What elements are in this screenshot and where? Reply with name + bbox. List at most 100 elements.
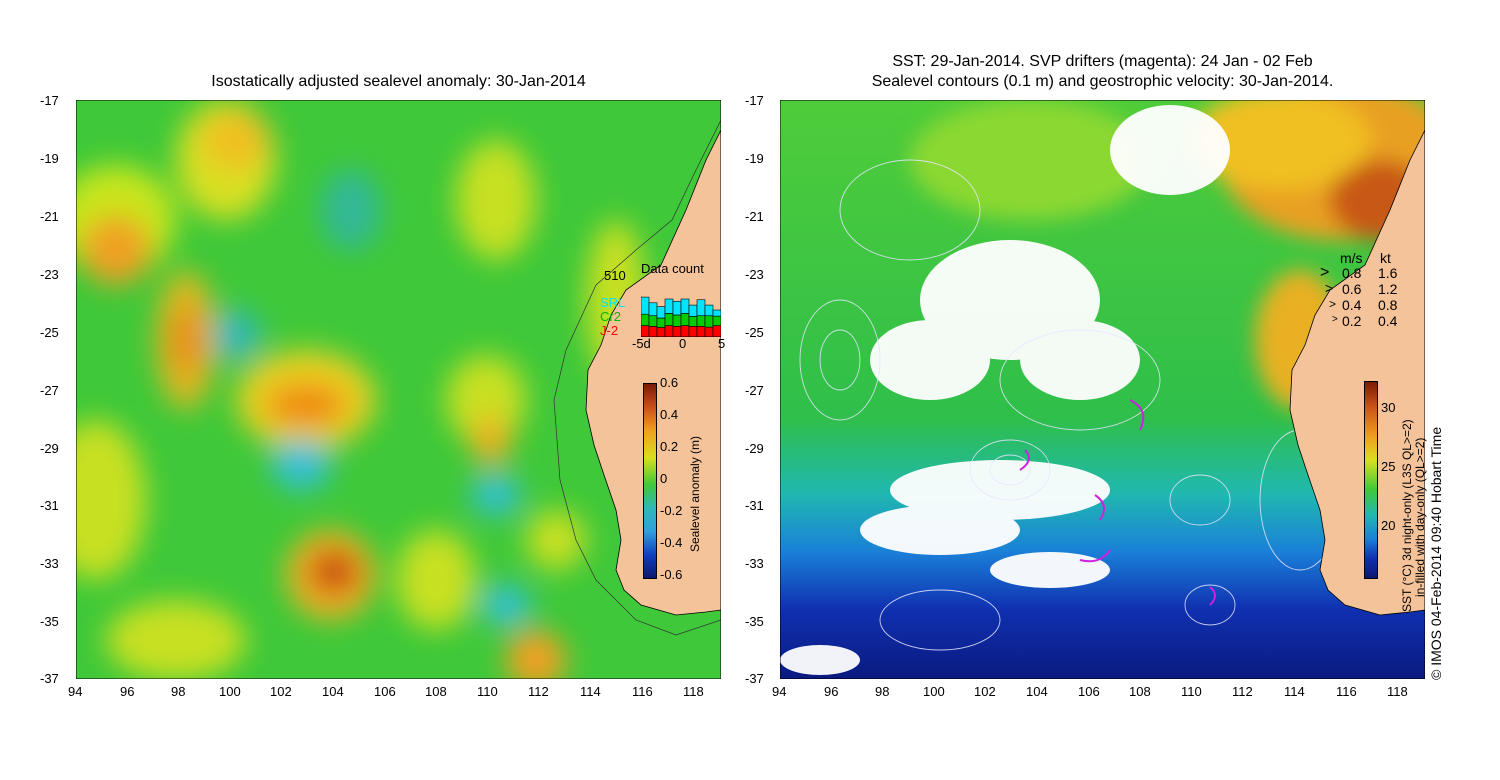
left-lon-tick: 102 — [270, 684, 292, 699]
right-lat-tick: -29 — [745, 441, 764, 456]
velocity-legend-kt: 0.4 — [1378, 313, 1398, 329]
velocity-arrow-icon: > — [1329, 297, 1337, 311]
data-count-bar-j2 — [656, 327, 666, 337]
data-count-xtick: 0 — [679, 336, 687, 351]
left-lon-tick: 96 — [120, 684, 135, 699]
data-count-bar-cr2 — [648, 315, 658, 327]
data-count-title: Data count — [641, 261, 704, 276]
sst-colorbar-label-line2: in-filled with day-only (QL>=2) — [1413, 437, 1427, 597]
sst-colorbar-gradient — [1364, 381, 1378, 579]
velocity-legend-kt: 0.8 — [1378, 297, 1398, 313]
data-count-bar-j2 — [664, 325, 674, 337]
data-count-bar-j2 — [696, 326, 706, 337]
left-lon-tick: 106 — [374, 684, 396, 699]
left-lon-tick: 104 — [322, 684, 344, 699]
velocity-legend-kt: 1.6 — [1378, 265, 1398, 281]
right-lon-tick: 112 — [1232, 684, 1253, 699]
left-lon-tick: 110 — [477, 684, 498, 699]
left-lon-tick: 118 — [683, 684, 704, 699]
velocity-arrow-icon: > — [1320, 264, 1330, 281]
data-count-bar-srl — [641, 296, 650, 315]
data-count-bar-srl — [672, 300, 682, 316]
data-count-bar-cr2 — [680, 313, 690, 326]
data-count-bar-cr2 — [641, 313, 650, 326]
left-lat-tick: -31 — [40, 498, 59, 513]
velocity-arrow-icon: > — [1332, 314, 1338, 325]
sealevel-colorbar-label: Sealevel anomaly (m) — [688, 435, 702, 552]
data-count-bar-srl — [704, 304, 714, 317]
left-lat-tick: -19 — [40, 151, 59, 166]
left-map-title: Isostatically adjusted sealevel anomaly:… — [211, 73, 586, 90]
right-lat-tick: -19 — [745, 151, 764, 166]
left-lat-tick: -23 — [40, 267, 59, 282]
left-lat-tick: -27 — [40, 383, 59, 398]
left-lon-tick: 108 — [425, 684, 447, 699]
data-count-bar-j2 — [688, 326, 698, 337]
data-count-bar-cr2 — [656, 317, 666, 328]
right-lat-tick: -35 — [745, 614, 764, 629]
right-lat-tick: -23 — [745, 267, 764, 282]
left-lon-tick: 94 — [68, 684, 83, 699]
sealevel-colorbar-gradient — [643, 383, 657, 579]
left-lat-tick: -35 — [40, 614, 59, 629]
sealevel-colorbar-tick: 0 — [660, 471, 668, 486]
data-count-bar-srl — [656, 306, 666, 319]
left-lon-tick: 112 — [528, 684, 549, 699]
right-lat-tick: -25 — [745, 325, 764, 340]
right-lon-tick: 110 — [1181, 684, 1202, 699]
velocity-legend-ms: 0.6 — [1342, 281, 1362, 297]
velocity-legend-kt: 1.2 — [1378, 281, 1398, 297]
right-lat-tick: -27 — [745, 383, 764, 398]
velocity-legend-header-kt: kt — [1380, 250, 1391, 266]
left-lat-tick: -37 — [40, 671, 59, 686]
velocity-legend-ms: 0.2 — [1342, 313, 1362, 329]
data-count-bars — [641, 296, 721, 337]
data-count-bar-cr2 — [688, 316, 698, 327]
right-lon-tick: 106 — [1078, 684, 1100, 699]
data-count-bar-cr2 — [664, 313, 674, 326]
velocity-legend-ms: 0.8 — [1342, 265, 1362, 281]
right-lat-tick: -31 — [745, 498, 764, 513]
data-count-xtick: -5d — [632, 336, 651, 351]
velocity-arrow-icon: > — [1325, 280, 1334, 296]
sst-map — [780, 100, 1425, 679]
data-count-bar-cr2 — [712, 315, 721, 326]
right-lon-tick: 100 — [923, 684, 945, 699]
data-count-bar-srl — [664, 298, 674, 314]
data-count-legend-j2: J-2 — [600, 323, 619, 338]
right-lon-tick: 116 — [1336, 684, 1357, 699]
data-count-bar-srl — [712, 309, 721, 317]
sst-colorbar-tick: 20 — [1381, 518, 1396, 533]
sealevel-colorbar-tick: -0.4 — [660, 535, 683, 550]
data-count-bar-j2 — [704, 326, 714, 337]
left-lon-tick: 98 — [171, 684, 186, 699]
left-lon-tick: 100 — [219, 684, 241, 699]
right-lat-tick: -17 — [745, 93, 764, 108]
data-count-bar-cr2 — [696, 315, 706, 327]
data-count-legend-cr2: Cr2 — [600, 309, 621, 324]
velocity-legend-header-ms: m/s — [1340, 250, 1363, 266]
data-count-bar-srl — [696, 299, 706, 317]
right-lon-tick: 98 — [875, 684, 890, 699]
data-count-bar-cr2 — [672, 314, 682, 327]
left-lat-tick: -21 — [40, 209, 59, 224]
data-count-bar-cr2 — [704, 315, 714, 328]
velocity-legend-ms: 0.4 — [1342, 297, 1362, 313]
imos-credit: © IMOS 04-Feb-2014 09:40 Hobart Time — [1428, 426, 1444, 680]
left-lat-tick: -25 — [40, 325, 59, 340]
left-lat-tick: -17 — [40, 93, 59, 108]
left-lon-tick: 114 — [580, 684, 601, 699]
right-lon-tick: 118 — [1387, 684, 1408, 699]
right-lon-tick: 108 — [1129, 684, 1151, 699]
right-lat-tick: -37 — [745, 671, 764, 686]
right-lon-tick: 102 — [974, 684, 996, 699]
right-lon-tick: 96 — [824, 684, 839, 699]
right-lon-tick: 104 — [1026, 684, 1048, 699]
left-lon-tick: 116 — [632, 684, 653, 699]
data-count-legend-srl: SRL — [600, 295, 626, 310]
sst-colorbar-tick: 25 — [1381, 459, 1396, 474]
sealevel-colorbar-tick: 0.6 — [660, 375, 679, 390]
left-lat-tick: -33 — [40, 556, 59, 571]
right-map-title-line2: Sealevel contours (0.1 m) and geostrophi… — [871, 73, 1334, 90]
sealevel-colorbar-tick: 0.2 — [660, 439, 679, 454]
